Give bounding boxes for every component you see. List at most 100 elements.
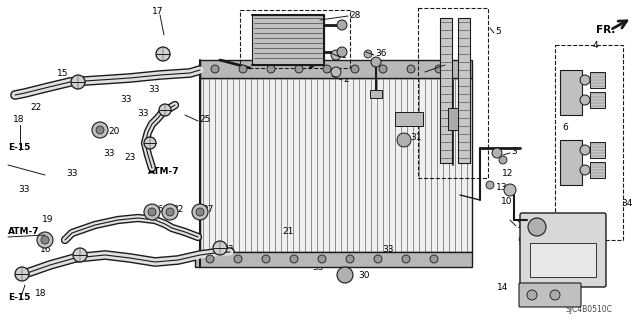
Circle shape bbox=[206, 255, 214, 263]
Bar bbox=[418, 8, 488, 178]
FancyBboxPatch shape bbox=[520, 213, 606, 287]
Text: 34: 34 bbox=[621, 199, 632, 209]
Text: 3: 3 bbox=[511, 147, 516, 157]
Text: 9: 9 bbox=[517, 238, 523, 247]
Bar bbox=[252, 15, 324, 65]
Text: 33: 33 bbox=[103, 149, 115, 158]
Text: 33: 33 bbox=[282, 42, 294, 51]
Bar bbox=[590, 72, 605, 88]
Text: 22: 22 bbox=[30, 102, 41, 112]
Text: 20: 20 bbox=[108, 128, 120, 137]
Circle shape bbox=[528, 218, 546, 236]
Bar bbox=[200, 60, 472, 78]
Text: 29: 29 bbox=[410, 115, 421, 123]
Text: 30: 30 bbox=[358, 271, 369, 280]
Text: 33: 33 bbox=[148, 85, 159, 93]
Circle shape bbox=[527, 290, 537, 300]
Text: FR.: FR. bbox=[596, 25, 616, 35]
FancyBboxPatch shape bbox=[519, 283, 581, 307]
Circle shape bbox=[397, 133, 411, 147]
Text: 27: 27 bbox=[202, 204, 213, 213]
Circle shape bbox=[331, 67, 341, 77]
Text: 33: 33 bbox=[312, 263, 323, 271]
Circle shape bbox=[337, 267, 353, 283]
Text: 33: 33 bbox=[66, 168, 77, 177]
Text: 35: 35 bbox=[384, 68, 396, 77]
Text: 33: 33 bbox=[120, 94, 131, 103]
Circle shape bbox=[96, 126, 104, 134]
Bar bbox=[590, 162, 605, 178]
Circle shape bbox=[430, 255, 438, 263]
Text: 18: 18 bbox=[13, 115, 24, 123]
Bar bbox=[395, 112, 423, 126]
Bar bbox=[240, 10, 350, 68]
Circle shape bbox=[580, 145, 590, 155]
Circle shape bbox=[337, 20, 347, 30]
Circle shape bbox=[580, 95, 590, 105]
Text: 1: 1 bbox=[341, 51, 347, 61]
Circle shape bbox=[337, 47, 347, 57]
Text: 19: 19 bbox=[42, 214, 54, 224]
Bar bbox=[560, 140, 582, 185]
Circle shape bbox=[262, 255, 270, 263]
Bar bbox=[448, 108, 458, 130]
Bar bbox=[555, 45, 623, 240]
Text: 31: 31 bbox=[410, 133, 422, 143]
Text: 5: 5 bbox=[495, 27, 500, 36]
Circle shape bbox=[166, 208, 174, 216]
Bar bbox=[200, 78, 472, 252]
Circle shape bbox=[364, 50, 372, 58]
Bar bbox=[530, 243, 596, 277]
Circle shape bbox=[196, 208, 204, 216]
Text: 33: 33 bbox=[382, 244, 394, 254]
Circle shape bbox=[318, 255, 326, 263]
Text: 23: 23 bbox=[124, 152, 136, 161]
Text: 17: 17 bbox=[152, 6, 163, 16]
Text: 6: 6 bbox=[562, 122, 568, 131]
Circle shape bbox=[580, 165, 590, 175]
Text: 36: 36 bbox=[375, 49, 387, 58]
Circle shape bbox=[162, 204, 178, 220]
Circle shape bbox=[580, 75, 590, 85]
Circle shape bbox=[92, 122, 108, 138]
Text: 16: 16 bbox=[40, 244, 51, 254]
Text: SJC4B0510C: SJC4B0510C bbox=[566, 306, 613, 315]
Text: 18: 18 bbox=[35, 288, 47, 298]
Text: 12: 12 bbox=[502, 169, 513, 179]
Bar bbox=[458, 18, 470, 163]
Bar bbox=[560, 70, 582, 115]
Circle shape bbox=[234, 255, 242, 263]
Circle shape bbox=[351, 65, 359, 73]
Circle shape bbox=[374, 255, 382, 263]
Text: 33: 33 bbox=[18, 186, 29, 195]
Circle shape bbox=[192, 204, 208, 220]
Circle shape bbox=[239, 65, 247, 73]
Circle shape bbox=[295, 65, 303, 73]
Circle shape bbox=[267, 65, 275, 73]
Circle shape bbox=[323, 65, 331, 73]
Text: 21: 21 bbox=[282, 226, 293, 235]
Circle shape bbox=[492, 148, 502, 158]
Circle shape bbox=[15, 267, 29, 281]
Text: ATM-7: ATM-7 bbox=[8, 227, 40, 236]
Circle shape bbox=[371, 57, 381, 67]
Circle shape bbox=[407, 65, 415, 73]
Text: 15: 15 bbox=[57, 69, 68, 78]
Text: 8: 8 bbox=[421, 66, 427, 76]
Circle shape bbox=[504, 184, 516, 196]
Text: 4: 4 bbox=[593, 41, 598, 49]
Circle shape bbox=[144, 204, 160, 220]
Text: 14: 14 bbox=[497, 283, 508, 292]
Circle shape bbox=[144, 137, 156, 149]
Circle shape bbox=[211, 65, 219, 73]
Text: E-15: E-15 bbox=[8, 293, 30, 302]
Text: ATM-7: ATM-7 bbox=[148, 167, 180, 176]
Bar bbox=[440, 18, 452, 163]
Circle shape bbox=[148, 208, 156, 216]
Circle shape bbox=[73, 248, 87, 262]
Bar bbox=[370, 90, 382, 98]
Circle shape bbox=[499, 156, 507, 164]
Text: 7: 7 bbox=[562, 152, 568, 161]
Circle shape bbox=[435, 65, 443, 73]
Text: 17: 17 bbox=[216, 246, 227, 255]
